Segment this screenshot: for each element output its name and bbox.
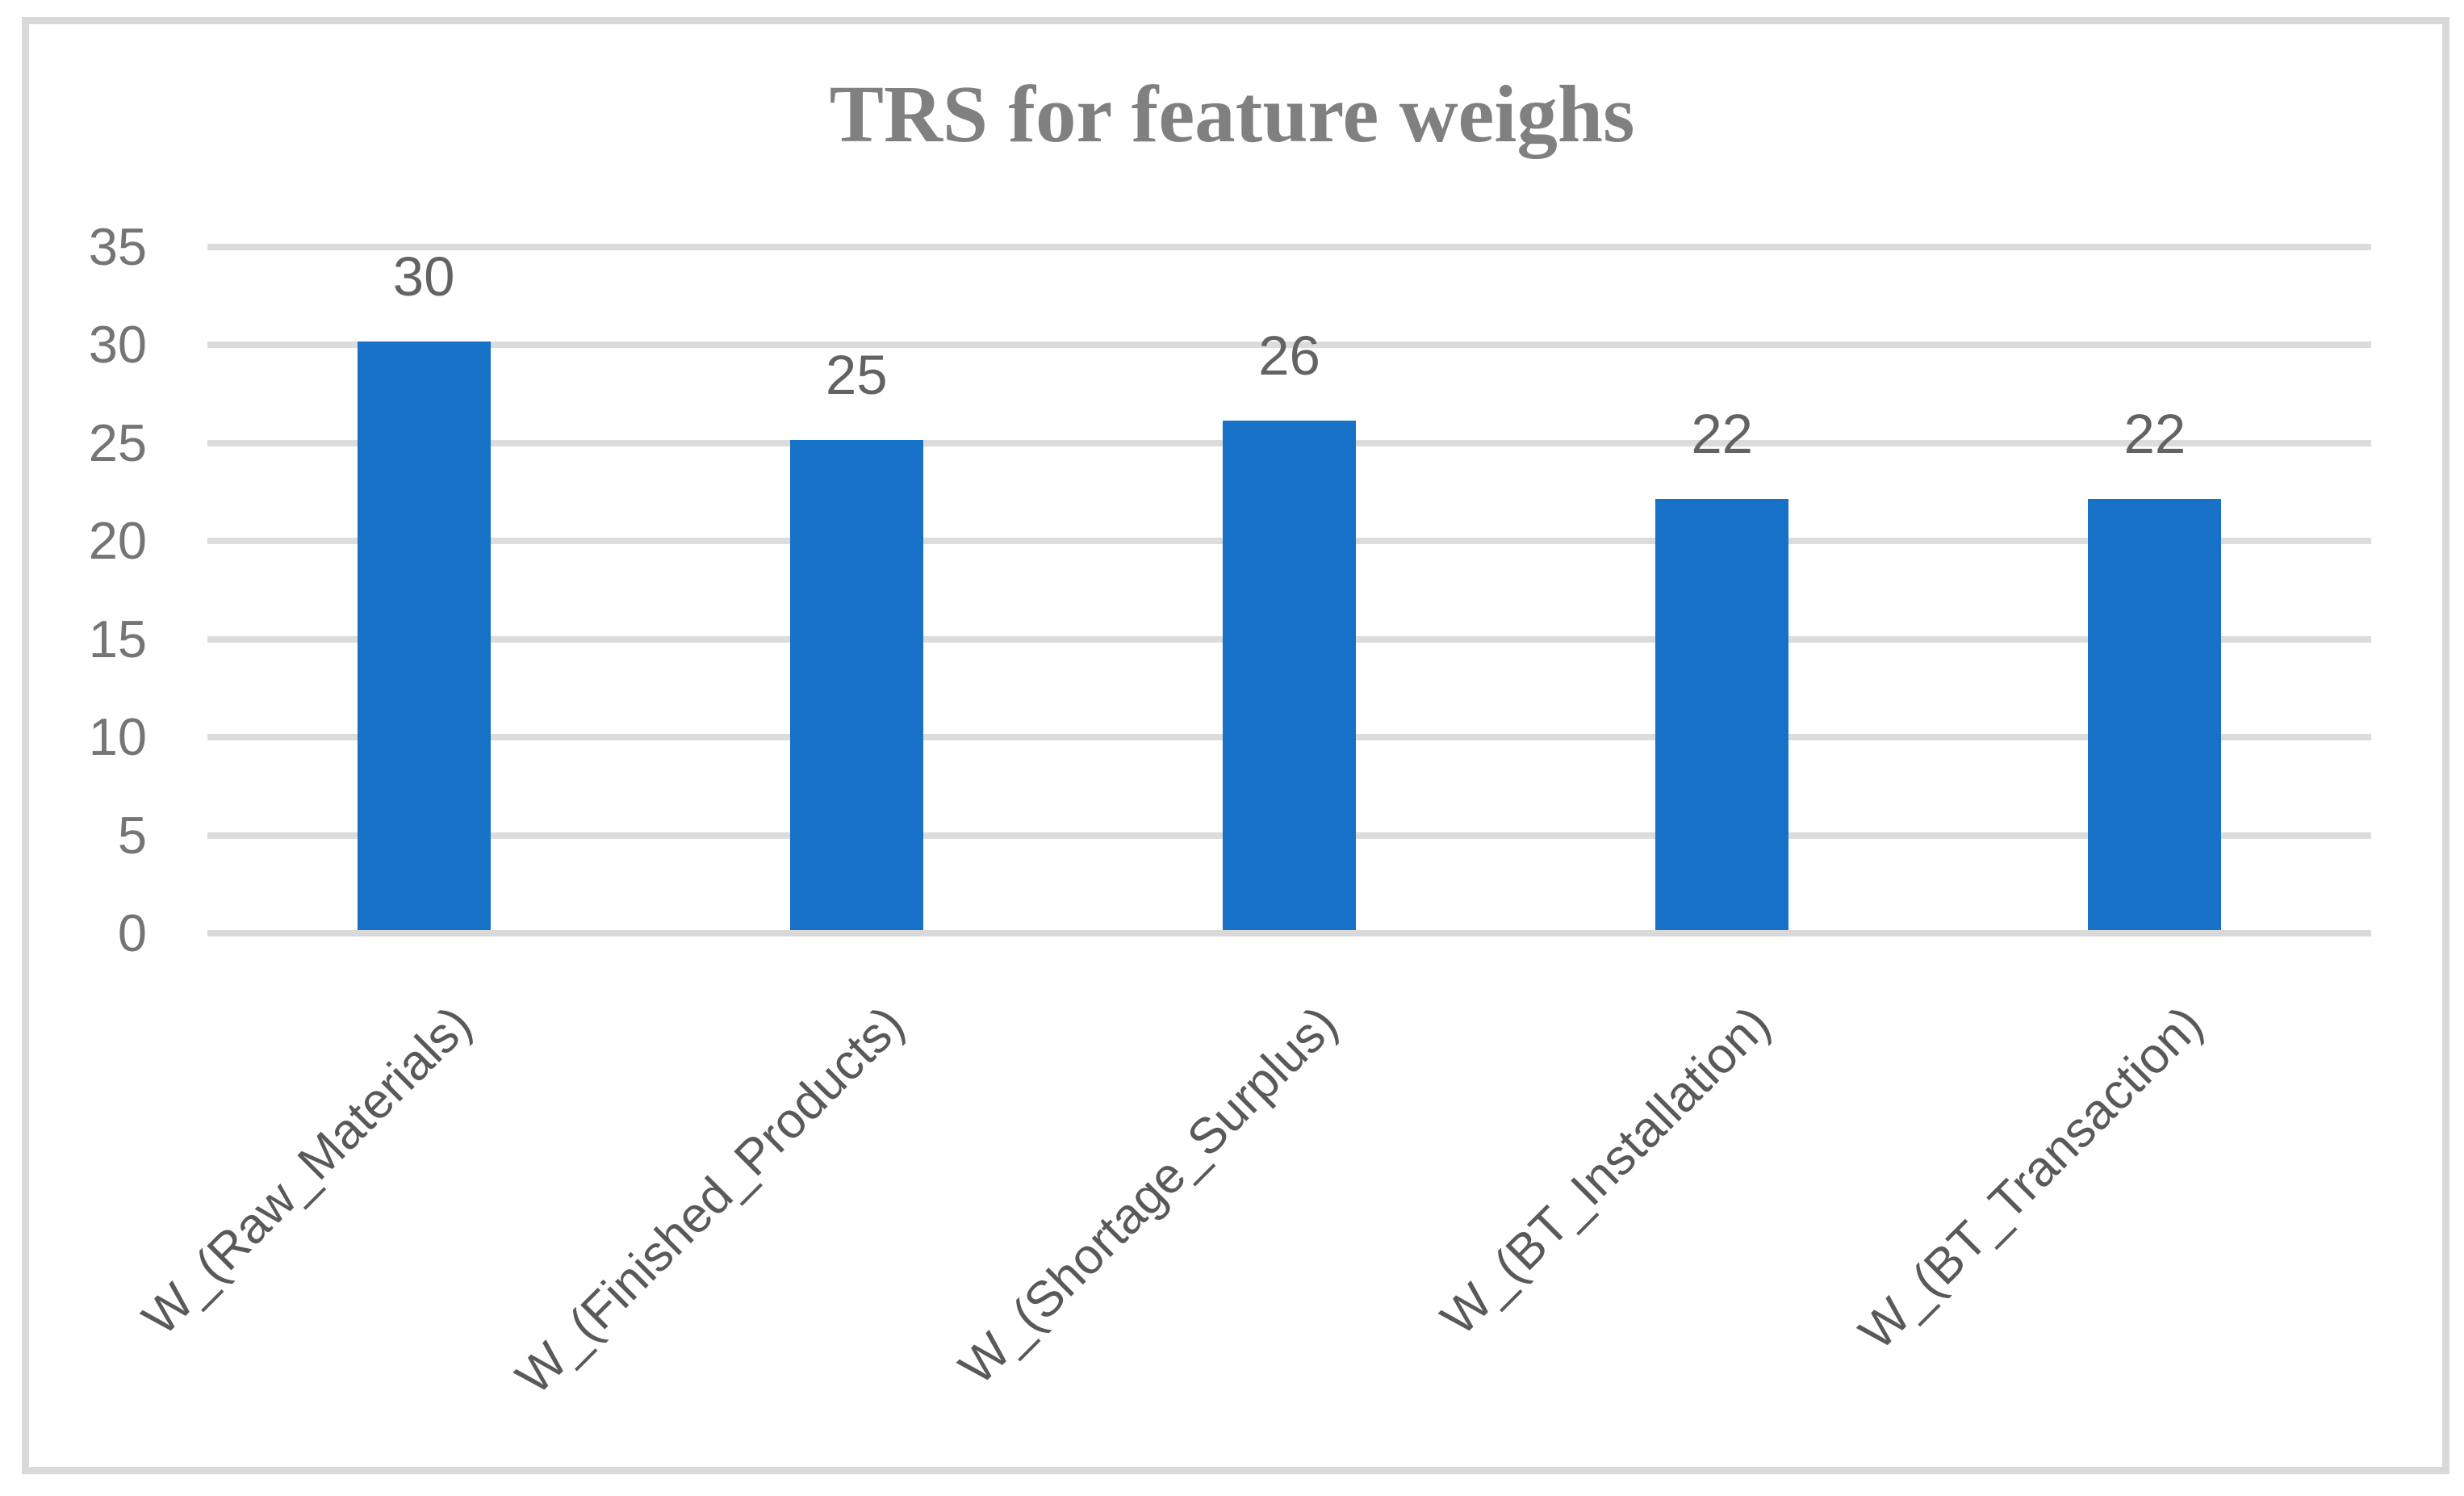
gridline-0 (207, 930, 2371, 937)
bar-W_(Finished_Products) (789, 439, 923, 930)
bar-value-label: 22 (1691, 402, 1754, 465)
bar-value-label: 26 (1258, 324, 1320, 387)
chart-title: TRS for feature weighs (829, 69, 1635, 159)
y-tick-label-20: 20 (88, 511, 147, 571)
bar-W_(BT_Installation) (1655, 498, 1789, 930)
y-tick-label-10: 10 (88, 707, 147, 767)
bar-W_(Shortage_Surplus) (1223, 420, 1356, 930)
y-tick-label-0: 0 (117, 903, 147, 962)
y-tick-label-5: 5 (117, 805, 147, 865)
bar-W_(BT_Transaction) (2088, 498, 2222, 930)
y-tick-label-30: 30 (88, 315, 147, 375)
bar-value-label: 22 (2123, 402, 2186, 465)
gridline-35 (207, 244, 2371, 250)
bar-W_(Raw_Materials) (357, 342, 491, 930)
y-tick-label-15: 15 (88, 609, 147, 668)
y-tick-label-25: 25 (88, 413, 147, 472)
chart-border-frame (22, 17, 2449, 1474)
gridline-30 (207, 342, 2371, 349)
bar-value-label: 25 (825, 343, 888, 406)
bar-value-label: 30 (392, 245, 455, 308)
y-tick-label-35: 35 (88, 217, 147, 276)
